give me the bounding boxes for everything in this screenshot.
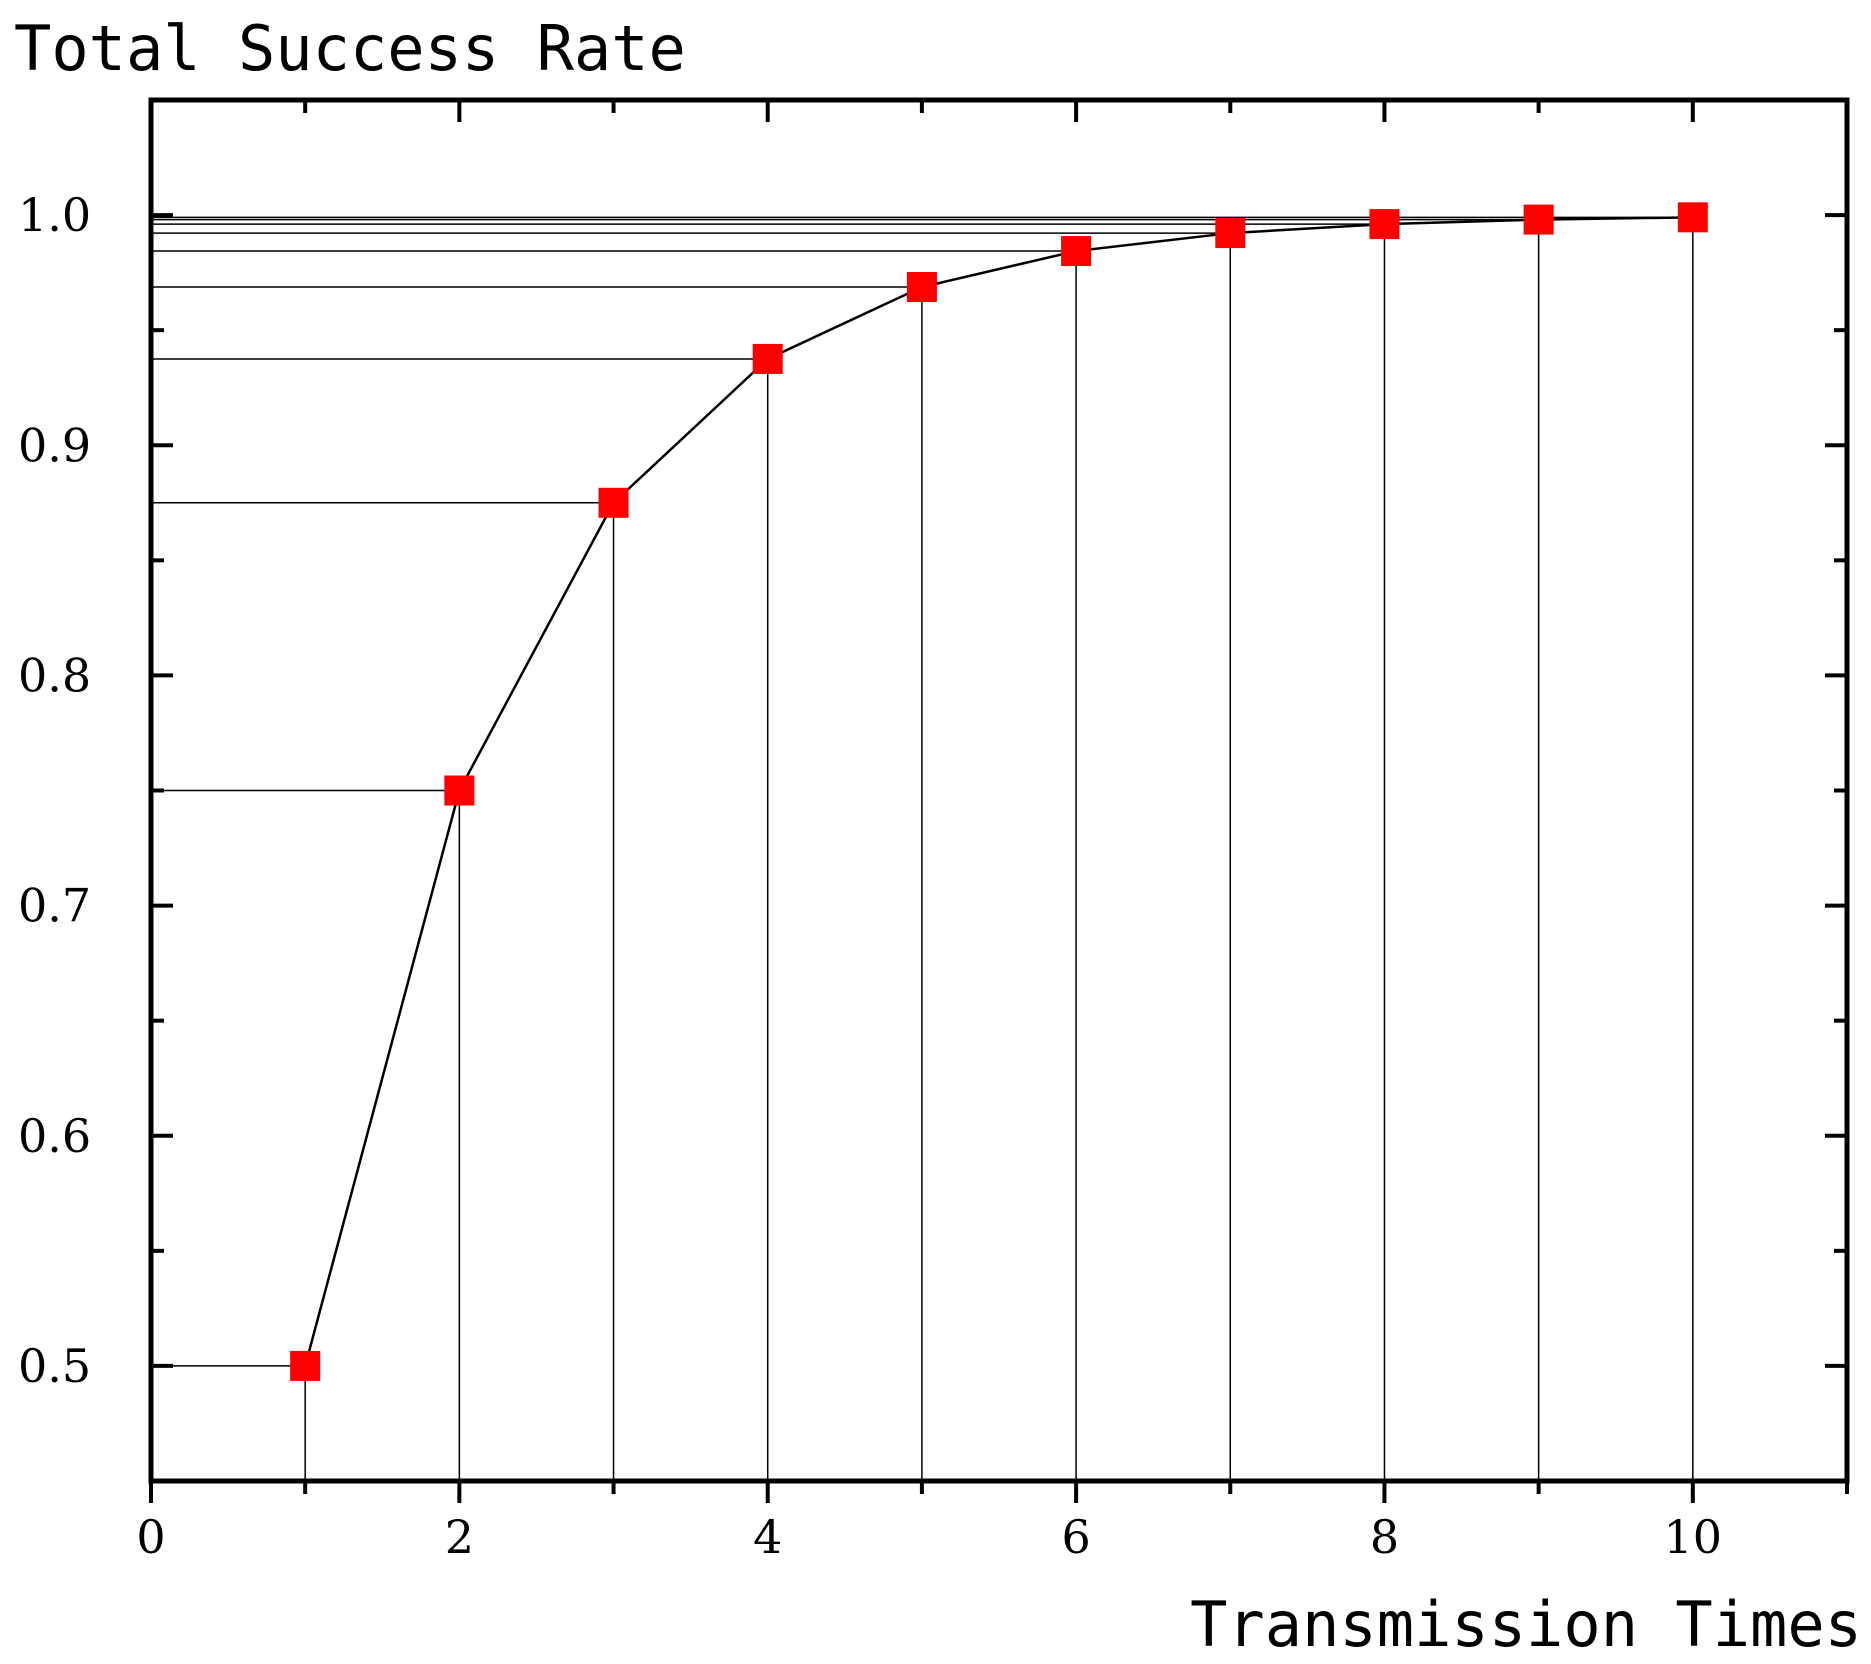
data-point xyxy=(752,343,783,374)
axis-ticks xyxy=(149,98,1849,1503)
series-line xyxy=(303,216,1693,1367)
x-axis-title: Transmission Times xyxy=(1190,1588,1862,1661)
y-tick-label: 0.6 xyxy=(18,1109,91,1163)
series-polyline xyxy=(303,216,1693,1367)
data-point xyxy=(906,272,937,303)
x-tick-label: 6 xyxy=(1061,1510,1090,1564)
x-tick-label: 10 xyxy=(1664,1510,1723,1564)
y-tick-label: 0.8 xyxy=(18,648,91,702)
x-tick-label: 4 xyxy=(753,1510,782,1564)
data-markers xyxy=(290,202,1708,1381)
y-tick-label: 0.7 xyxy=(18,879,91,933)
x-tick-label: 8 xyxy=(1370,1510,1399,1564)
x-tick-label: 0 xyxy=(136,1510,165,1564)
data-point xyxy=(1523,204,1554,235)
data-point xyxy=(1061,236,1092,267)
x-tick-label: 2 xyxy=(445,1510,474,1564)
data-point xyxy=(444,775,475,806)
drop-lines xyxy=(151,216,1694,1481)
y-tick-label: 0.9 xyxy=(18,418,91,472)
data-point xyxy=(598,487,629,518)
y-axis-title: Total Success Rate xyxy=(14,12,686,85)
data-point xyxy=(290,1350,321,1381)
x-tick-labels: 0 2 4 6 8 10 xyxy=(136,1510,1722,1564)
data-point xyxy=(1369,209,1400,240)
y-tick-label: 0.5 xyxy=(18,1339,91,1393)
y-tick-label: 1.0 xyxy=(18,188,91,242)
y-tick-labels: 0.5 0.6 0.7 0.8 0.9 1.0 xyxy=(18,188,91,1393)
data-point xyxy=(1677,202,1708,233)
data-point xyxy=(1215,218,1246,249)
